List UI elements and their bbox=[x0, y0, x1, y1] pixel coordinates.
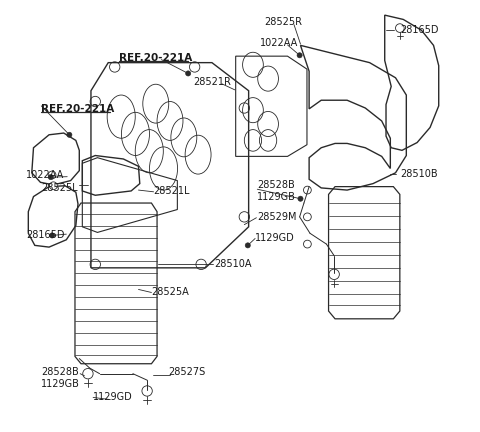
Text: 28521R: 28521R bbox=[193, 77, 231, 87]
Text: 28525R: 28525R bbox=[264, 17, 302, 28]
Text: 1129GB: 1129GB bbox=[41, 378, 80, 389]
Text: 28510B: 28510B bbox=[400, 168, 437, 179]
Text: 28525A: 28525A bbox=[152, 286, 189, 297]
Text: 28521L: 28521L bbox=[154, 186, 190, 196]
Text: 1129GD: 1129GD bbox=[255, 232, 295, 243]
Text: 1022AA: 1022AA bbox=[26, 170, 64, 181]
Text: 28510A: 28510A bbox=[214, 258, 252, 269]
Circle shape bbox=[49, 182, 57, 190]
Text: 28529M: 28529M bbox=[257, 212, 297, 222]
Text: 28528B: 28528B bbox=[257, 180, 295, 190]
Circle shape bbox=[298, 196, 303, 201]
Circle shape bbox=[49, 233, 55, 238]
Text: 28525L: 28525L bbox=[41, 183, 78, 193]
Circle shape bbox=[245, 243, 251, 248]
Text: REF.20-221A: REF.20-221A bbox=[119, 53, 192, 64]
Circle shape bbox=[83, 368, 93, 379]
Text: 1129GD: 1129GD bbox=[93, 391, 133, 402]
Circle shape bbox=[67, 132, 72, 137]
Circle shape bbox=[142, 386, 152, 396]
Text: 1022AA: 1022AA bbox=[260, 38, 298, 48]
Circle shape bbox=[303, 186, 311, 194]
Circle shape bbox=[48, 171, 56, 179]
Text: 28165D: 28165D bbox=[400, 25, 438, 35]
Circle shape bbox=[329, 269, 339, 280]
Circle shape bbox=[303, 240, 311, 248]
Text: 28528B: 28528B bbox=[41, 367, 79, 378]
Circle shape bbox=[186, 71, 191, 76]
Text: 1129GB: 1129GB bbox=[257, 191, 296, 202]
Circle shape bbox=[396, 24, 404, 32]
Circle shape bbox=[48, 175, 53, 180]
Text: 28165D: 28165D bbox=[26, 230, 65, 241]
Text: REF.20-221A: REF.20-221A bbox=[41, 104, 115, 114]
Circle shape bbox=[297, 53, 302, 58]
Text: 28527S: 28527S bbox=[169, 367, 206, 378]
Circle shape bbox=[303, 213, 311, 221]
